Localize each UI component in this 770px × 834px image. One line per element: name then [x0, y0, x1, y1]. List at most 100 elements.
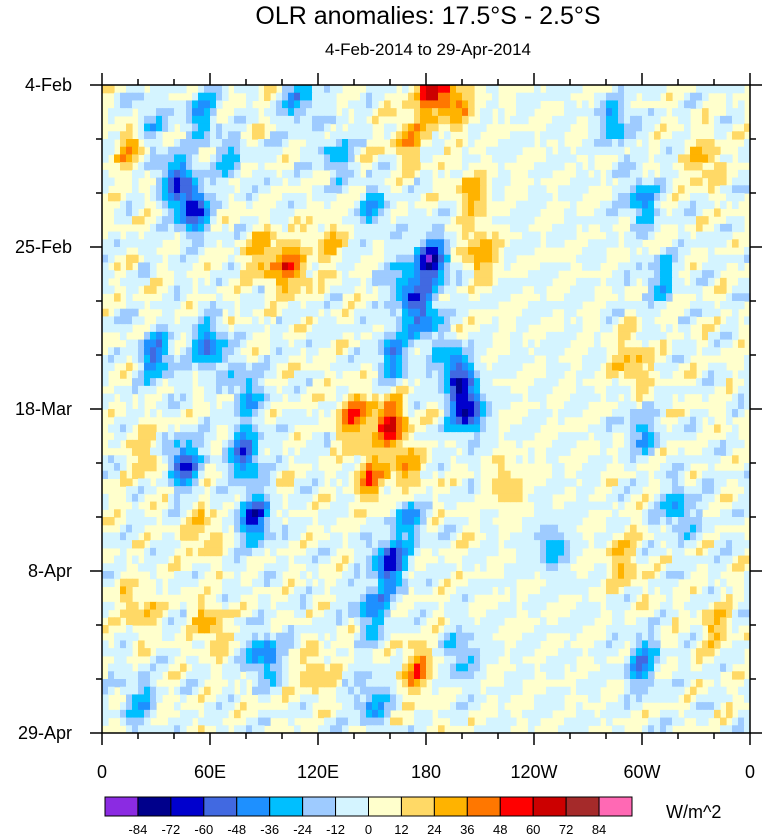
anomaly-cell	[264, 563, 271, 572]
anomaly-cell	[180, 277, 187, 287]
anomaly-cell	[654, 578, 661, 588]
anomaly-cell	[618, 517, 625, 526]
anomaly-cell	[708, 571, 715, 580]
anomaly-cell	[570, 100, 577, 109]
anomaly-cell	[570, 301, 577, 310]
anomaly-cell	[210, 547, 217, 557]
anomaly-cell	[516, 108, 523, 117]
anomaly-cell	[138, 540, 145, 549]
anomaly-cell	[102, 571, 109, 580]
anomaly-cell	[240, 393, 247, 402]
anomaly-cell	[672, 571, 679, 580]
anomaly-cell	[306, 470, 313, 480]
anomaly-cell	[732, 223, 739, 233]
anomaly-cell	[114, 208, 121, 217]
anomaly-cell	[642, 123, 649, 132]
anomaly-cell	[222, 401, 229, 410]
anomaly-cell	[138, 262, 145, 271]
anomaly-cell	[624, 586, 631, 595]
anomaly-cell	[180, 177, 187, 186]
anomaly-cell	[210, 177, 217, 186]
anomaly-cell	[246, 185, 253, 194]
anomaly-cell	[186, 115, 193, 125]
anomaly-cell	[660, 262, 667, 271]
anomaly-cell	[336, 455, 343, 464]
anomaly-cell	[198, 85, 205, 94]
anomaly-cell	[564, 85, 571, 94]
anomaly-cell	[642, 216, 649, 225]
anomaly-cell	[624, 85, 631, 94]
anomaly-cell	[144, 547, 151, 557]
anomaly-cell	[714, 177, 721, 186]
anomaly-cell	[126, 486, 133, 495]
anomaly-cell	[582, 594, 589, 603]
anomaly-cell	[474, 447, 481, 456]
anomaly-cell	[132, 277, 139, 287]
anomaly-cell	[474, 208, 481, 217]
anomaly-cell	[618, 301, 625, 310]
anomaly-cell	[240, 385, 247, 395]
anomaly-cell	[408, 355, 415, 364]
anomaly-cell	[372, 439, 379, 449]
anomaly-cell	[300, 625, 307, 634]
anomaly-cell	[294, 239, 301, 248]
anomaly-cell	[468, 416, 475, 426]
anomaly-cell	[150, 123, 157, 132]
anomaly-cell	[204, 131, 211, 140]
anomaly-cell	[732, 316, 739, 325]
anomaly-cell	[348, 532, 355, 541]
anomaly-cell	[138, 339, 145, 348]
anomaly-cell	[420, 586, 427, 595]
anomaly-cell	[738, 401, 745, 410]
anomaly-cell	[432, 270, 439, 279]
anomaly-cell	[540, 486, 547, 495]
anomaly-cell	[306, 316, 313, 325]
anomaly-cell	[300, 601, 307, 611]
anomaly-cell	[672, 609, 679, 618]
anomaly-cell	[384, 416, 391, 426]
anomaly-cell	[366, 478, 373, 487]
anomaly-cell	[276, 293, 283, 302]
anomaly-cell	[144, 555, 151, 564]
anomaly-cell	[510, 370, 517, 379]
anomaly-cell	[660, 424, 667, 433]
anomaly-cell	[438, 571, 445, 580]
anomaly-cell	[216, 193, 223, 202]
anomaly-cell	[582, 362, 589, 372]
anomaly-cell	[378, 355, 385, 364]
anomaly-cell	[612, 625, 619, 634]
anomaly-cell	[696, 139, 703, 148]
anomaly-cell	[462, 85, 469, 94]
anomaly-cell	[456, 92, 463, 102]
anomaly-cell	[342, 262, 349, 271]
anomaly-cell	[480, 262, 487, 271]
anomaly-cell	[168, 208, 175, 217]
anomaly-cell	[342, 115, 349, 125]
anomaly-cell	[258, 571, 265, 580]
anomaly-cell	[438, 416, 445, 426]
anomaly-cell	[708, 555, 715, 564]
anomaly-cell	[342, 409, 349, 418]
anomaly-cell	[606, 370, 613, 379]
anomaly-cell	[462, 146, 469, 156]
anomaly-cell	[354, 162, 361, 171]
anomaly-cell	[276, 532, 283, 541]
anomaly-cell	[672, 578, 679, 588]
anomaly-cell	[714, 362, 721, 372]
anomaly-cell	[552, 339, 559, 348]
anomaly-cell	[414, 578, 421, 588]
anomaly-cell	[168, 301, 175, 310]
anomaly-cell	[294, 501, 301, 510]
anomaly-cell	[600, 216, 607, 225]
anomaly-cell	[318, 92, 325, 102]
anomaly-cell	[432, 355, 439, 364]
anomaly-cell	[642, 177, 649, 186]
anomaly-cell	[570, 324, 577, 333]
anomaly-cell	[180, 455, 187, 464]
anomaly-cell	[336, 486, 343, 495]
anomaly-cell	[624, 270, 631, 279]
anomaly-cell	[210, 362, 217, 372]
anomaly-cell	[498, 463, 505, 472]
anomaly-cell	[408, 470, 415, 480]
anomaly-cell	[348, 594, 355, 603]
